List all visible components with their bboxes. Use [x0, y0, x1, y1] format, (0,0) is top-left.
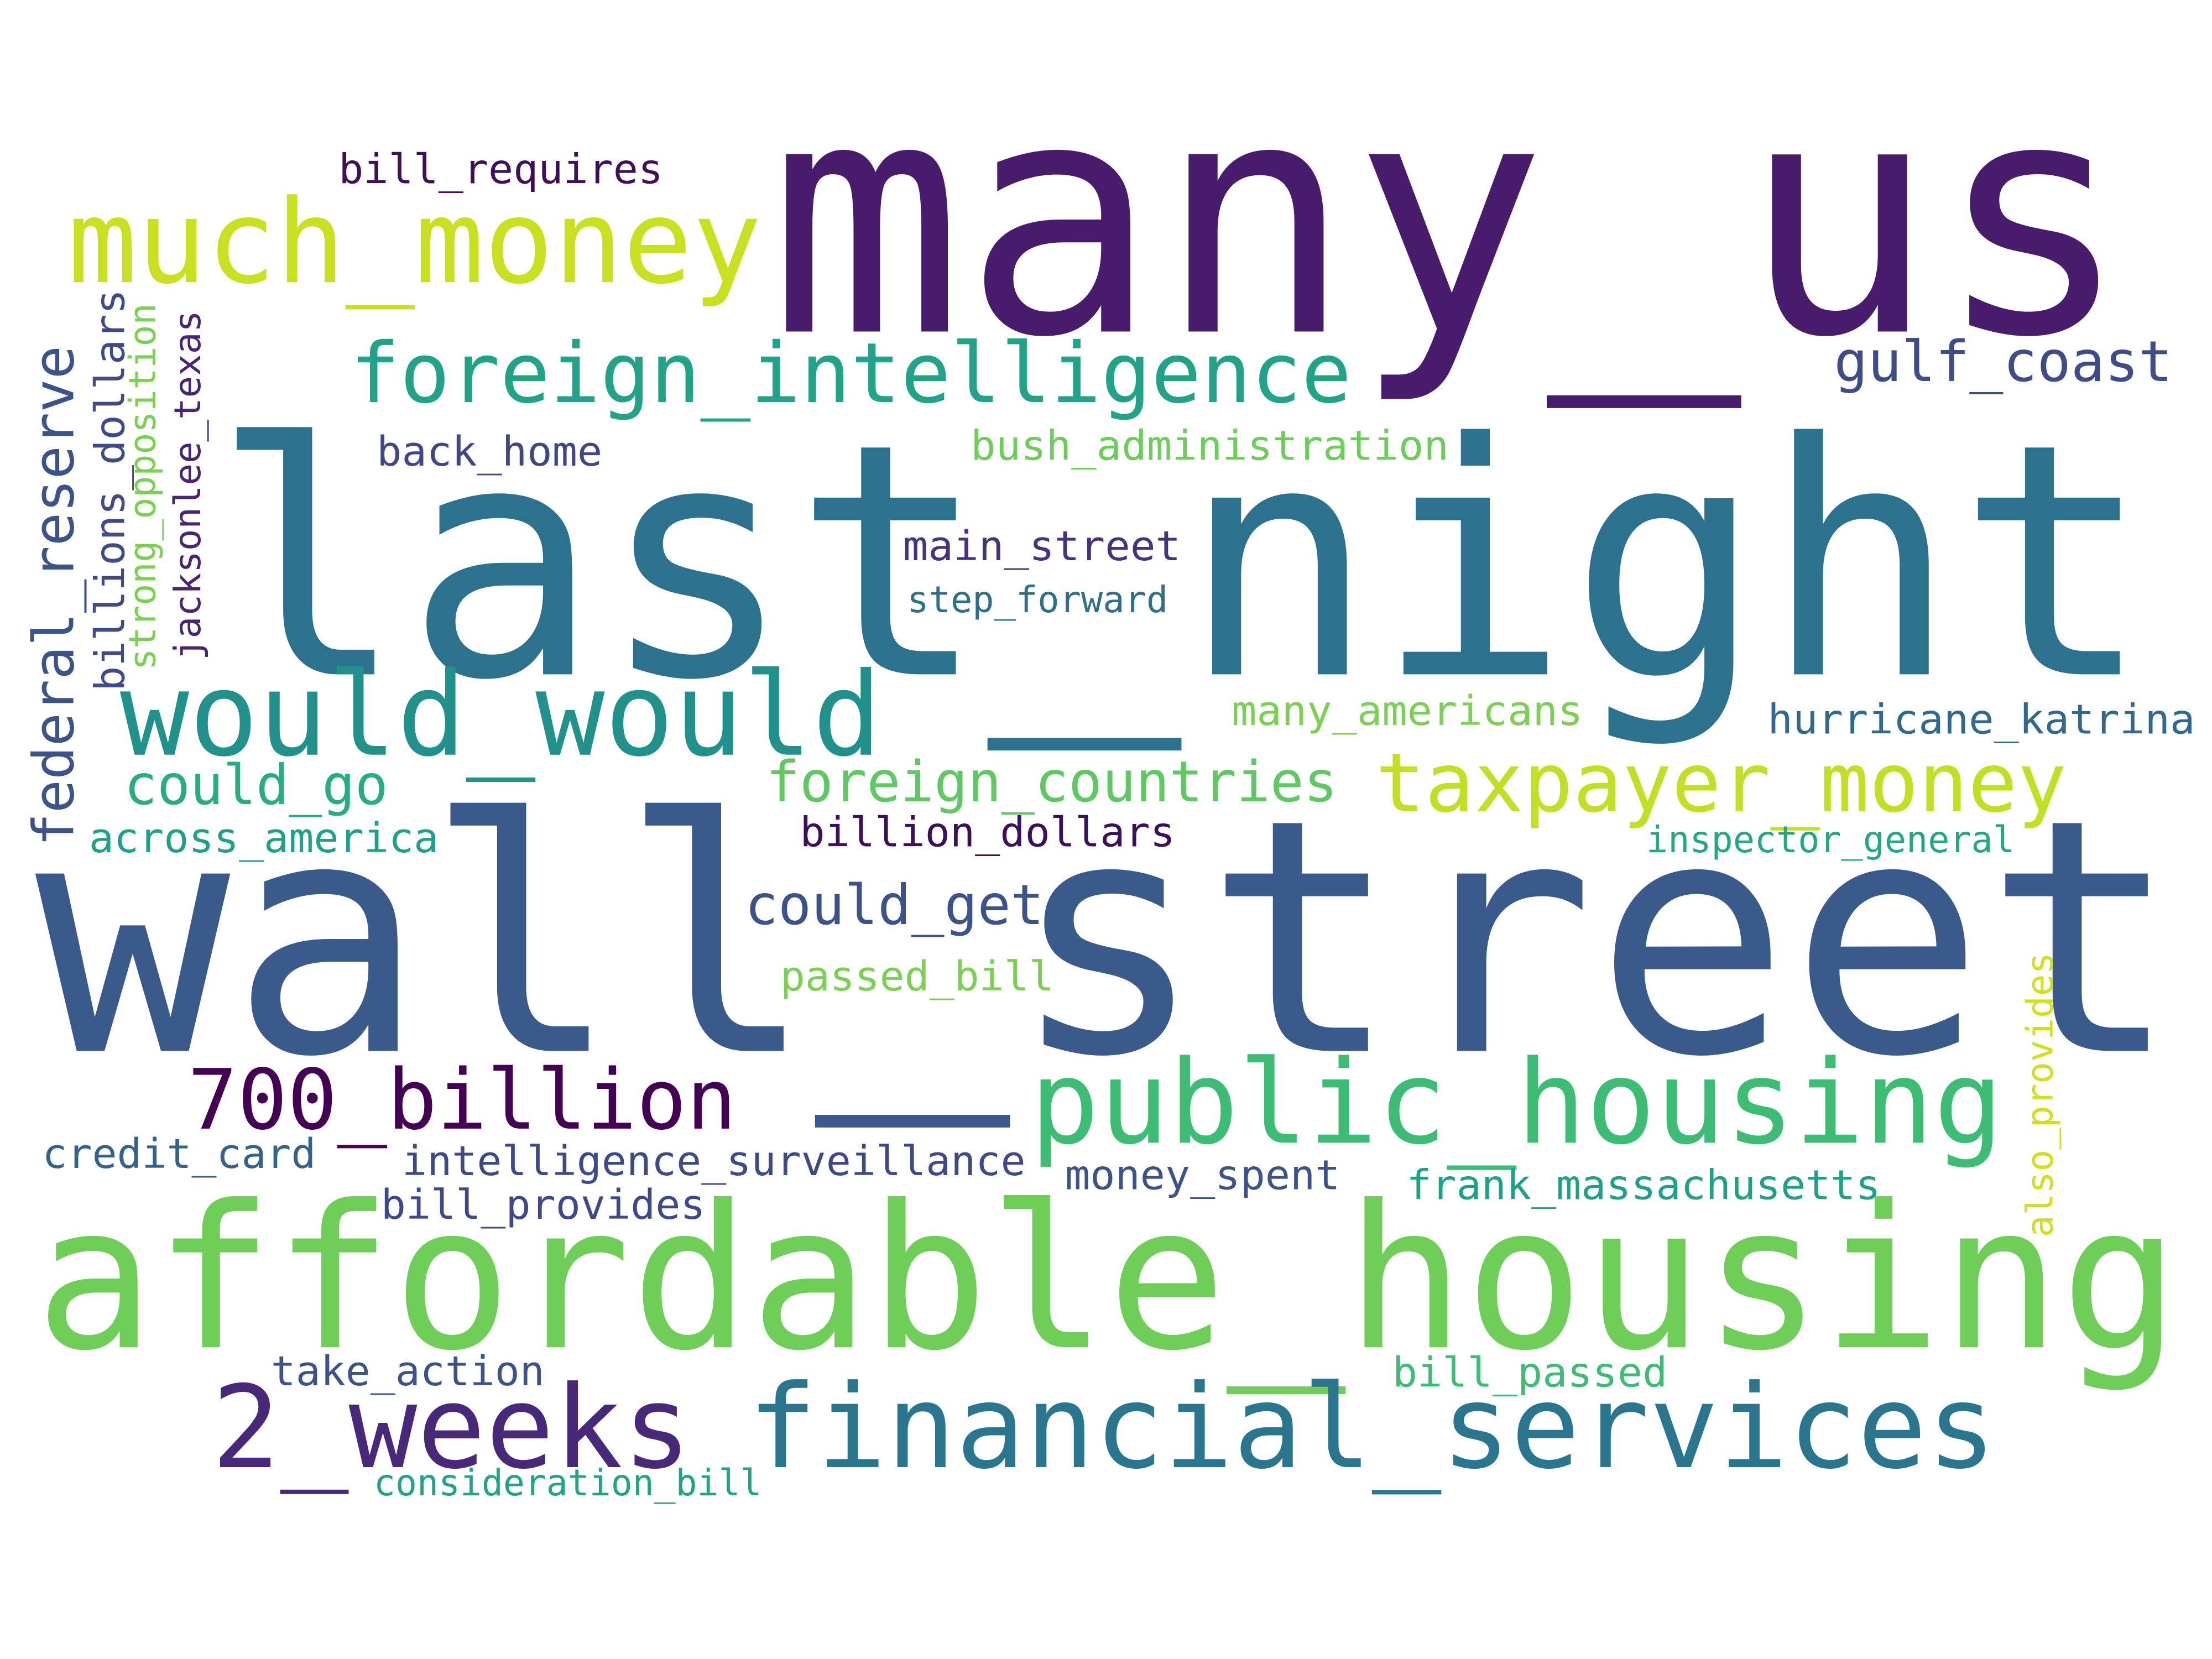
word: hurricane_katrina	[1767, 696, 2195, 744]
word: 2_weeks	[212, 1361, 691, 1494]
word: much_money	[67, 175, 761, 310]
word: 700_billion	[187, 1052, 736, 1149]
word: billions_dollars	[86, 289, 134, 691]
word: foreign_countries	[766, 749, 1337, 815]
word: public_housing	[1030, 1036, 2003, 1170]
word: many_us	[769, 30, 2130, 413]
word: last_night	[212, 374, 2152, 755]
word: affordable_housing	[35, 1162, 2180, 1397]
word: step_forward	[907, 578, 1168, 621]
word: strong_opposition	[121, 303, 164, 670]
word: financial_services	[748, 1360, 1996, 1495]
word: also_provides	[2018, 952, 2062, 1237]
word: take_action	[271, 1348, 545, 1395]
word: money_spent	[1065, 1152, 1340, 1199]
word: billion_dollars	[800, 809, 1175, 857]
word: main_street	[903, 523, 1181, 570]
word: taxpayer_money	[1375, 735, 2067, 831]
word: wall_street	[35, 750, 2180, 1133]
word: many_americans	[1232, 687, 1583, 735]
word: gulf_coast	[1834, 329, 2172, 395]
word: would_would	[120, 648, 882, 782]
word: foreign_intelligence	[350, 325, 1352, 422]
word: inspector_general	[1646, 818, 2015, 861]
word: jacksonlee_texas	[166, 310, 209, 660]
word: bush_administration	[971, 422, 1449, 470]
word: across_america	[89, 815, 439, 862]
word: could_go	[124, 754, 388, 817]
word: intelligence_surveillance	[402, 1138, 1026, 1185]
word: passed_bill	[780, 953, 1054, 1000]
word: bill_passed	[1392, 1349, 1667, 1397]
word: bill_provides	[381, 1181, 706, 1229]
word: federal_reserve	[22, 346, 87, 847]
word: frank_massachusetts	[1406, 1161, 1880, 1209]
word: bill_requires	[338, 146, 663, 194]
word: credit_card	[43, 1130, 316, 1178]
word: consideration_bill	[374, 1461, 762, 1504]
word: back_home	[377, 428, 602, 476]
word: could_get	[745, 874, 1044, 937]
